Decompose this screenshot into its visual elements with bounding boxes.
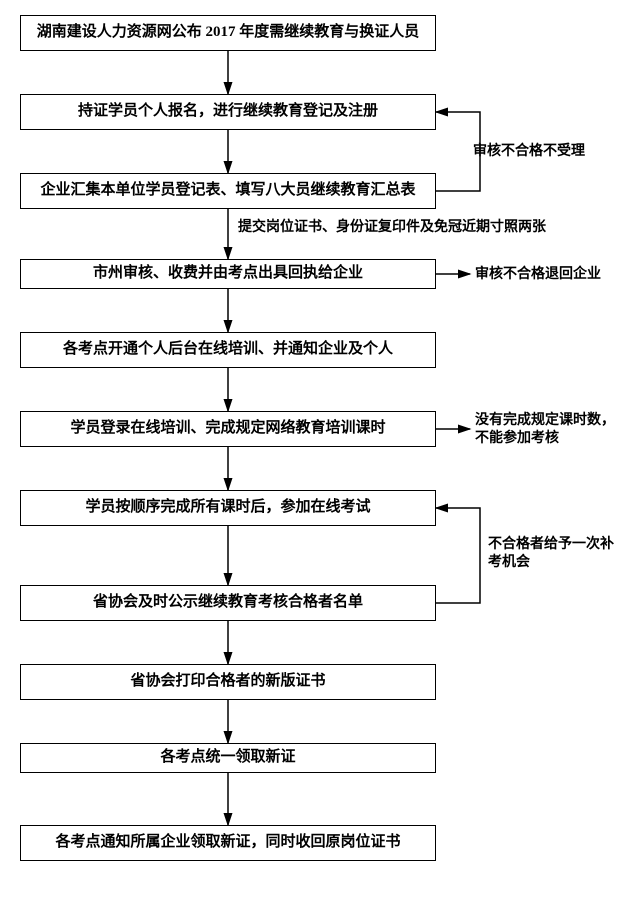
flow-node-n7: 学员按顺序完成所有课时后，参加在线考试 xyxy=(20,490,436,526)
feedback-label: 审核不合格不受理 xyxy=(473,143,585,161)
flow-node-text: 省协会打印合格者的新版证书 xyxy=(130,672,325,692)
flow-node-text: 各考点开通个人后台在线培训、并通知企业及个人 xyxy=(63,340,393,360)
flow-node-n1: 湖南建设人力资源网公布 2017 年度需继续教育与换证人员 xyxy=(20,15,436,51)
flow-node-text: 省协会及时公示继续教育考核合格者名单 xyxy=(93,593,363,613)
flow-node-text: 企业汇集本单位学员登记表、填写八大员继续教育汇总表 xyxy=(40,181,415,201)
flow-node-n8: 省协会及时公示继续教育考核合格者名单 xyxy=(20,585,436,621)
feedback-label: 不合格者给予一次补考机会 xyxy=(488,536,616,572)
flow-node-n3: 企业汇集本单位学员登记表、填写八大员继续教育汇总表 xyxy=(20,173,436,209)
flow-node-n4: 市州审核、收费并由考点出具回执给企业 xyxy=(20,259,436,289)
flow-node-text: 市州审核、收费并由考点出具回执给企业 xyxy=(93,264,363,284)
edge-label: 提交岗位证书、身份证复印件及免冠近期寸照两张 xyxy=(238,219,546,237)
flow-node-text: 学员登录在线培训、完成规定网络教育培训课时 xyxy=(70,419,385,439)
flow-node-text: 各考点统一领取新证 xyxy=(160,748,295,768)
side-arrow-label: 没有完成规定课时数，不能参加考核 xyxy=(475,412,615,448)
side-arrow-label: 审核不合格退回企业 xyxy=(475,266,601,284)
flow-node-text: 各考点通知所属企业领取新证，同时收回原岗位证书 xyxy=(55,833,400,853)
flow-node-n11: 各考点通知所属企业领取新证，同时收回原岗位证书 xyxy=(20,825,436,861)
flow-node-n9: 省协会打印合格者的新版证书 xyxy=(20,664,436,700)
flow-node-n5: 各考点开通个人后台在线培训、并通知企业及个人 xyxy=(20,332,436,368)
flow-node-n6: 学员登录在线培训、完成规定网络教育培训课时 xyxy=(20,411,436,447)
flow-node-n2: 持证学员个人报名，进行继续教育登记及注册 xyxy=(20,94,436,130)
flowchart-container: 湖南建设人力资源网公布 2017 年度需继续教育与换证人员持证学员个人报名，进行… xyxy=(0,0,621,900)
flow-node-text: 湖南建设人力资源网公布 2017 年度需继续教育与换证人员 xyxy=(37,23,420,43)
flow-node-text: 持证学员个人报名，进行继续教育登记及注册 xyxy=(78,102,378,122)
flow-node-text: 学员按顺序完成所有课时后，参加在线考试 xyxy=(85,498,370,518)
flow-node-n10: 各考点统一领取新证 xyxy=(20,743,436,773)
